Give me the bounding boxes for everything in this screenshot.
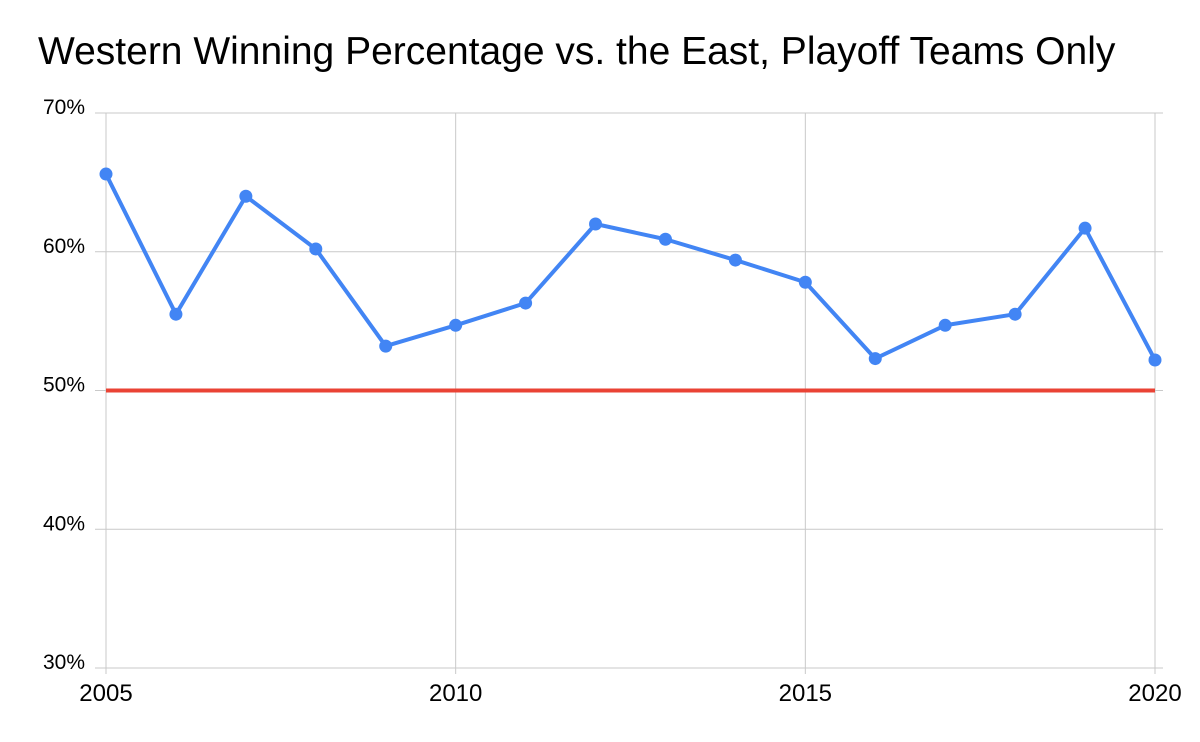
data-point-2020 [1148,353,1162,367]
y-tick-label-40: 40% [43,512,85,535]
data-point-2009 [379,339,393,353]
x-tick-label-2010: 2010 [429,680,482,707]
chart-title: Western Winning Percentage vs. the East,… [38,30,1116,73]
data-point-2007 [239,189,253,203]
data-point-2005 [99,167,113,181]
x-tick-label-2020: 2020 [1128,680,1181,707]
data-point-2006 [169,307,183,321]
data-point-2012 [589,217,603,231]
data-point-2019 [1078,221,1092,235]
series-line-west-win-pct [104,172,1157,362]
y-tick-label-50: 50% [43,374,85,397]
data-point-2017 [938,318,952,332]
data-point-2010 [449,318,463,332]
data-point-2015 [798,275,812,289]
data-point-2011 [519,296,533,310]
data-point-2014 [728,253,742,267]
data-point-2016 [868,352,882,366]
y-tick-label-60: 60% [43,235,85,258]
x-tick-label-2005: 2005 [79,680,132,707]
y-tick-label-70: 70% [43,96,85,119]
data-point-2013 [658,232,672,246]
x-tick-label-2015: 2015 [779,680,832,707]
data-point-2008 [309,242,323,256]
y-tick-label-30: 30% [43,651,85,674]
data-point-2018 [1008,307,1022,321]
